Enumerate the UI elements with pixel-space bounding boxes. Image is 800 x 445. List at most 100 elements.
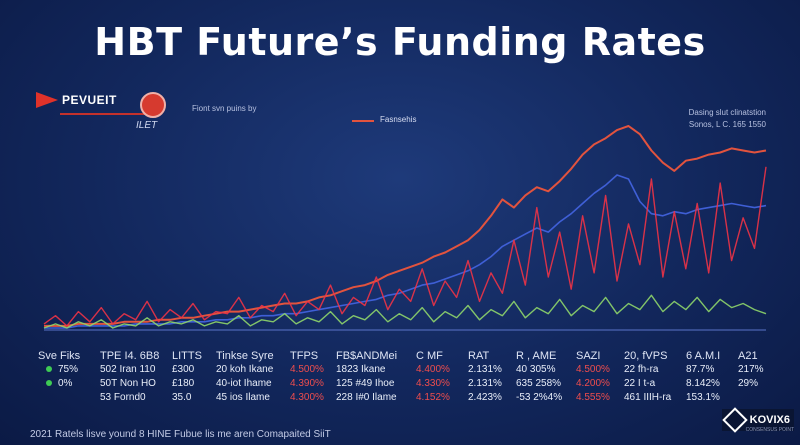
header-note-right: Dasing slut clinatstion Sonos, L C. 165 … bbox=[689, 107, 766, 131]
table-header-cell: A21 bbox=[738, 350, 758, 362]
table-cell-text: £300 bbox=[172, 364, 195, 375]
table-cell: 461 IIIH-ra bbox=[624, 392, 671, 403]
table-cell: 502 Iran 110 bbox=[100, 364, 155, 375]
table-cell-text: 53 Fornd0 bbox=[100, 392, 146, 403]
table-cell-text: 502 Iran 110 bbox=[100, 364, 156, 375]
table-header-cell: SAZI bbox=[576, 350, 601, 362]
header-note-right-2: Sonos, L C. 165 1550 bbox=[688, 120, 766, 129]
table-header-cell: C MF bbox=[416, 350, 443, 362]
logo-left-text: PEVUEIT bbox=[62, 93, 117, 107]
table-cell-text: 35.0 bbox=[172, 392, 192, 403]
table-cell-text: 40 305% bbox=[516, 364, 556, 375]
table-cell-text: £180 bbox=[172, 378, 195, 389]
table-header-cell: 6 A.M.I bbox=[686, 350, 721, 362]
table-cell-text: 29% bbox=[738, 378, 759, 389]
table-cell-text: 2.423% bbox=[468, 392, 502, 403]
table-cell: 87.7% bbox=[686, 364, 714, 375]
table-cell: 228 I#0 Ilame bbox=[336, 392, 397, 403]
logo-mid-text: ILET bbox=[136, 120, 158, 131]
table-cell: 40-iot Ihame bbox=[216, 378, 272, 389]
table-cell-text: 0% bbox=[58, 378, 73, 389]
table-cell: 4.390% bbox=[290, 378, 324, 389]
table-cell: 0% bbox=[46, 378, 72, 389]
table-header-cell: TPE I4. 6B8 bbox=[100, 350, 160, 362]
table-header-cell: Sve Fiks bbox=[38, 350, 81, 362]
table-cell: 4.500% bbox=[576, 364, 610, 375]
table-cell-text: 125 #49 Ihoe bbox=[336, 378, 395, 389]
table-cell-text: 40-iot Ihame bbox=[216, 378, 272, 389]
table-row: 0% 50T Non HO £180 40-iot Ihame 4.390% 125 #4… bbox=[38, 378, 768, 392]
brand-logo-mid: ILET bbox=[136, 92, 166, 131]
table-cell: 29% bbox=[738, 378, 758, 389]
table-cell-text: 4.500% bbox=[290, 364, 324, 375]
series-line-red bbox=[43, 166, 767, 327]
table-cell-text: 50T Non HO bbox=[100, 378, 156, 389]
table-cell-text: 4.400% bbox=[416, 364, 450, 375]
table-cell-text: 22 fh-ra bbox=[624, 364, 659, 375]
brand-logo-left: PEVUEIT bbox=[36, 92, 117, 108]
table-cell-text: 153.1% bbox=[686, 392, 720, 403]
table-cell: 22 fh-ra bbox=[624, 364, 658, 375]
rates-table: Sve Fiks TPE I4. 6B8 LITTS Tinkse Syre T… bbox=[38, 350, 768, 406]
table-cell-text: 4.330% bbox=[416, 378, 450, 389]
header-note-right-1: Dasing slut clinatstion bbox=[688, 108, 766, 117]
table-cell-text: 4.152% bbox=[416, 392, 450, 403]
table-cell-text: 22 I t-a bbox=[624, 378, 656, 389]
series-line-green bbox=[43, 294, 767, 329]
table-cell: 635 258% bbox=[516, 378, 561, 389]
chart-title: HBT Future’s Funding Rates bbox=[94, 20, 706, 64]
table-header-cell: LITTS bbox=[172, 350, 202, 362]
table-cell: 40 305% bbox=[516, 364, 555, 375]
table-cell: 50T Non HO bbox=[100, 378, 156, 389]
table-cell: £180 bbox=[172, 378, 194, 389]
brand-subtitle: CONSENSUS POINT bbox=[745, 427, 794, 433]
table-cell-text: 4.300% bbox=[290, 392, 324, 403]
circle-badge-icon bbox=[140, 92, 166, 118]
table-cell-text: 4.390% bbox=[290, 378, 324, 389]
table-cell: 35.0 bbox=[172, 392, 191, 403]
series-line-orange bbox=[44, 125, 767, 327]
table-cell-text: 461 IIIH-ra bbox=[624, 392, 672, 403]
table-cell-text: 217% bbox=[738, 364, 764, 375]
table-cell-text: 87.7% bbox=[686, 364, 715, 375]
table-row: 75% 502 Iran 110 £300 20 koh Ikane 4.500% 182… bbox=[38, 364, 768, 378]
legend-label: Fasnsehis bbox=[380, 115, 417, 124]
table-cell-text: 635 258% bbox=[516, 378, 562, 389]
table-cell-text: 4.555% bbox=[576, 392, 610, 403]
status-dot-icon bbox=[46, 380, 52, 387]
table-cell: 4.330% bbox=[416, 378, 450, 389]
table-cell-text: 228 I#0 Ilame bbox=[336, 392, 397, 403]
arrow-logo-icon bbox=[36, 92, 58, 108]
table-cell-text: 4.200% bbox=[576, 378, 610, 389]
table-cell: 4.300% bbox=[290, 392, 324, 403]
table-cell: 53 Fornd0 bbox=[100, 392, 146, 403]
table-cell: 4.152% bbox=[416, 392, 450, 403]
table-cell: 4.555% bbox=[576, 392, 610, 403]
table-header-cell: 20, fVPS bbox=[624, 350, 668, 362]
table-cell: 217% bbox=[738, 364, 764, 375]
table-cell-text: 45 ios Ilame bbox=[216, 392, 270, 403]
table-row: 53 Fornd0 35.0 45 ios Ilame 4.300% 228 I#0 I… bbox=[38, 392, 768, 406]
table-cell-text: 20 koh Ikane bbox=[216, 364, 274, 375]
table-cell: 2.131% bbox=[468, 364, 502, 375]
table-cell-text: -53 2%4% bbox=[516, 392, 563, 403]
table-header-cell: TFPS bbox=[290, 350, 319, 362]
table-header-cell: R , AME bbox=[516, 350, 557, 362]
table-cell: 75% bbox=[46, 364, 78, 375]
header-note-left: Fiont svn puins by bbox=[192, 104, 257, 113]
table-cell: 4.200% bbox=[576, 378, 610, 389]
logo-underline bbox=[60, 113, 155, 115]
brand-name: KOVIX6 bbox=[749, 414, 790, 426]
table-cell: 153.1% bbox=[686, 392, 720, 403]
table-header-cell: FB$ANDMei bbox=[336, 350, 398, 362]
table-cell: 125 #49 Ihoe bbox=[336, 378, 394, 389]
table-cell-text: 2.131% bbox=[468, 378, 502, 389]
table-cell: 4.400% bbox=[416, 364, 450, 375]
table-cell-text: 75% bbox=[58, 364, 79, 375]
table-cell: 20 koh Ikane bbox=[216, 364, 273, 375]
table-cell: 4.500% bbox=[290, 364, 324, 375]
diamond-logo-icon bbox=[721, 407, 748, 433]
status-dot-icon bbox=[46, 366, 52, 373]
table-header-cell: RAT bbox=[468, 350, 490, 362]
